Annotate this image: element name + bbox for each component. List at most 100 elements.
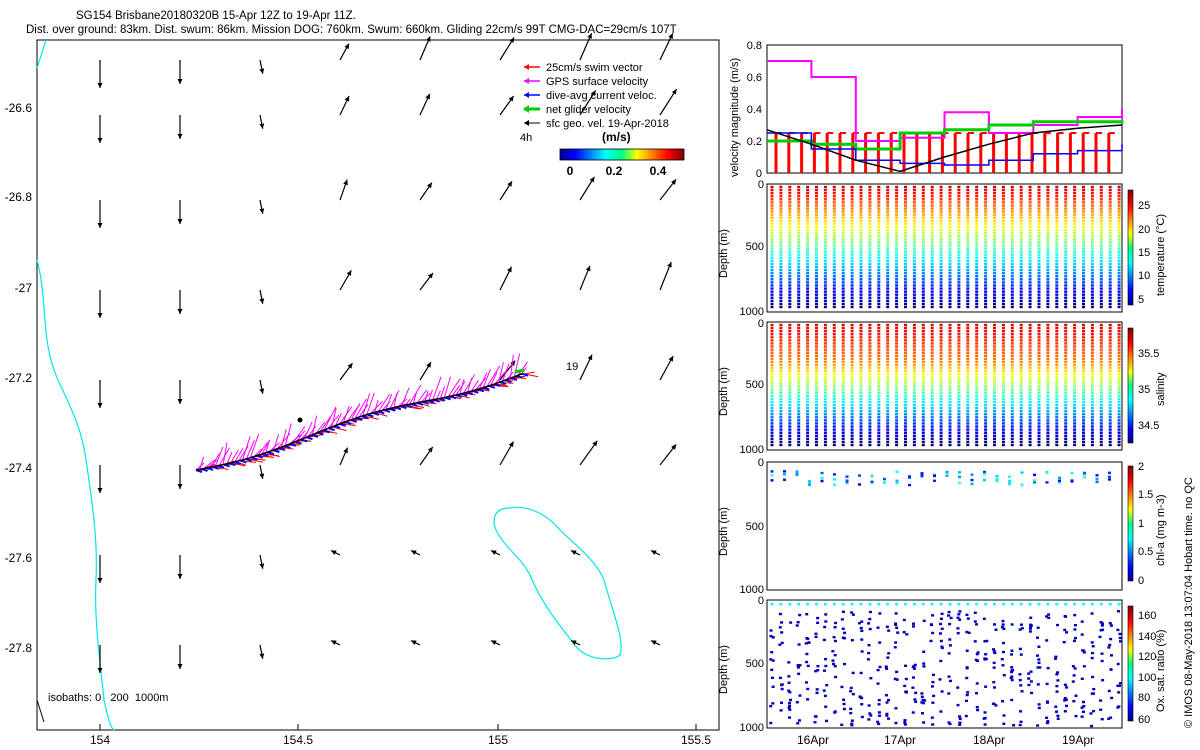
profile-sample [966, 394, 970, 397]
profile-sample [815, 201, 818, 204]
profile-sample [948, 354, 952, 357]
oxygen-sample [825, 683, 829, 687]
profile-sample [1073, 238, 1077, 241]
profile-sample [806, 351, 810, 354]
profile-sample [886, 369, 890, 373]
profile-sample [912, 244, 916, 247]
profile-sample [1090, 348, 1094, 351]
profile-sample [1099, 440, 1103, 444]
oxygen-sample [1037, 661, 1041, 664]
profile-sample [1037, 379, 1041, 382]
oxygen-sample [1090, 692, 1094, 695]
profile-sample [1099, 238, 1103, 241]
profile-sample [1055, 256, 1059, 259]
profile-sample [1019, 342, 1023, 345]
oxygen-sample [780, 687, 784, 691]
profile-sample [877, 348, 881, 351]
profile-sample [975, 385, 979, 388]
oxygen-sample [822, 689, 826, 692]
chla-sample [1108, 475, 1111, 478]
profile-sample [1019, 394, 1023, 397]
profile-sample [1037, 391, 1041, 394]
oxygen-sample [877, 703, 881, 706]
profile-sample [868, 376, 872, 379]
gps-surface-vector [463, 374, 476, 394]
profile-sample [850, 293, 854, 296]
geo-arrow-head [508, 441, 514, 448]
profile-sample [859, 345, 863, 348]
profile-sample [957, 373, 961, 376]
profile-sample [1082, 278, 1085, 281]
profile-sample [859, 428, 863, 431]
track-marker [297, 417, 303, 423]
profile-sample [877, 195, 881, 198]
profile-sample [1037, 373, 1041, 376]
profile-sample [1090, 428, 1094, 431]
profile-sample [1099, 271, 1103, 275]
profile-sample [1055, 434, 1059, 437]
profile-sample [886, 336, 890, 339]
profile-sample [823, 397, 827, 401]
profile-sample [912, 363, 916, 367]
profile-sample [966, 195, 970, 198]
profile-sample [1037, 244, 1041, 247]
profile-sample [815, 369, 818, 373]
profile-sample [1117, 296, 1121, 299]
profile-sample [823, 219, 827, 223]
profile-sample [930, 265, 934, 269]
profile-sample [770, 351, 774, 354]
profile-sample [779, 329, 783, 333]
profile-sample [788, 416, 792, 419]
profile-sample [815, 416, 818, 419]
profile-sample [823, 339, 827, 342]
profile-sample [850, 345, 854, 348]
profile-sample [930, 275, 934, 278]
profile-sample [868, 219, 872, 223]
profile-sample [850, 284, 854, 287]
profile-sample [1046, 259, 1050, 263]
date-tick: 16Apr [797, 733, 829, 747]
oxygen-sample [833, 639, 837, 643]
profile-sample [895, 287, 899, 290]
profile-sample [859, 256, 863, 259]
profile-sample [984, 222, 988, 226]
profile-sample [993, 287, 996, 290]
profile-sample [779, 284, 783, 287]
profile-sample [1037, 216, 1041, 219]
profile-sample [1099, 253, 1103, 256]
profile-sample [993, 213, 996, 216]
profile-sample [930, 326, 934, 330]
profile-sample [948, 329, 952, 333]
profile-sample [877, 431, 881, 434]
profile-sample [1028, 293, 1032, 296]
profile-sample [930, 345, 934, 348]
profile-sample [1108, 422, 1112, 425]
profile-sample [1073, 216, 1077, 219]
profile-sample [779, 431, 783, 434]
profile-sample [1073, 281, 1077, 284]
profile-sample [797, 204, 801, 207]
profile-sample [948, 204, 952, 207]
profile-sample [877, 244, 881, 247]
sal-y-tick: 500 [746, 379, 764, 391]
profile-sample [975, 296, 979, 299]
oxygen-sample [913, 663, 917, 667]
oxygen-sample [1064, 603, 1068, 606]
profile-sample [868, 238, 872, 241]
profile-sample [1028, 369, 1032, 373]
oxygen-sample [1010, 623, 1014, 626]
profile-sample [895, 299, 899, 303]
profile-sample [1019, 425, 1023, 428]
profile-sample [1099, 400, 1103, 404]
profile-sample [1099, 185, 1103, 189]
profile-sample [788, 284, 792, 287]
profile-sample [1090, 278, 1094, 281]
profile-sample [1090, 293, 1094, 296]
profile-sample [1001, 293, 1005, 296]
oxygen-sample [922, 619, 926, 623]
profile-sample [975, 373, 979, 376]
oxygen-sample [878, 665, 882, 669]
profile-sample [1019, 416, 1023, 419]
profile-sample [832, 351, 836, 354]
profile-sample [993, 376, 996, 379]
